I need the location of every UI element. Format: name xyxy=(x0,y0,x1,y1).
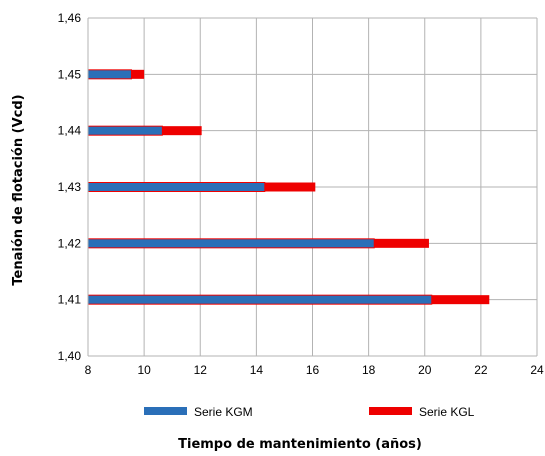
legend-swatch xyxy=(144,407,187,415)
x-tick-label: 16 xyxy=(306,363,320,377)
bar-serie-kgm xyxy=(88,69,132,79)
x-tick-label: 10 xyxy=(137,363,151,377)
y-tick-label: 1,40 xyxy=(58,349,82,363)
bar-serie-kgm xyxy=(88,295,432,305)
x-tick-label: 8 xyxy=(85,363,92,377)
x-tick-label: 18 xyxy=(362,363,376,377)
x-tick-label: 14 xyxy=(250,363,264,377)
y-tick-label: 1,44 xyxy=(58,124,82,138)
y-tick-label: 1,42 xyxy=(58,236,82,250)
x-tick-labels: 8 10 12 14 16 18 20 22 24 xyxy=(85,363,544,377)
y-axis-title: Tenaión de flotación (Vcd) xyxy=(11,94,26,285)
x-tick-label: 12 xyxy=(194,363,208,377)
x-tick-label: 24 xyxy=(530,363,544,377)
legend-label: Serie KGM xyxy=(194,405,253,419)
y-tick-label: 1,45 xyxy=(58,67,82,81)
x-tick-label: 22 xyxy=(474,363,488,377)
x-tick-label: 20 xyxy=(418,363,432,377)
y-tick-label: 1,43 xyxy=(58,180,82,194)
y-tick-label: 1,46 xyxy=(58,11,82,25)
legend-swatch xyxy=(369,407,412,415)
bar-serie-kgm xyxy=(88,126,163,136)
legend: Serie KGM Serie KGL xyxy=(144,405,475,419)
bar-serie-kgm xyxy=(88,182,265,192)
x-axis-title: Tiempo de mantenimiento (años) xyxy=(178,437,422,452)
legend-label: Serie KGL xyxy=(419,405,475,419)
bar-serie-kgm xyxy=(88,238,375,248)
y-tick-label: 1,41 xyxy=(58,293,82,307)
axes xyxy=(87,18,537,357)
y-tick-labels: 1,40 1,41 1,42 1,43 1,44 1,45 1,46 xyxy=(58,11,82,363)
bars xyxy=(87,69,490,305)
